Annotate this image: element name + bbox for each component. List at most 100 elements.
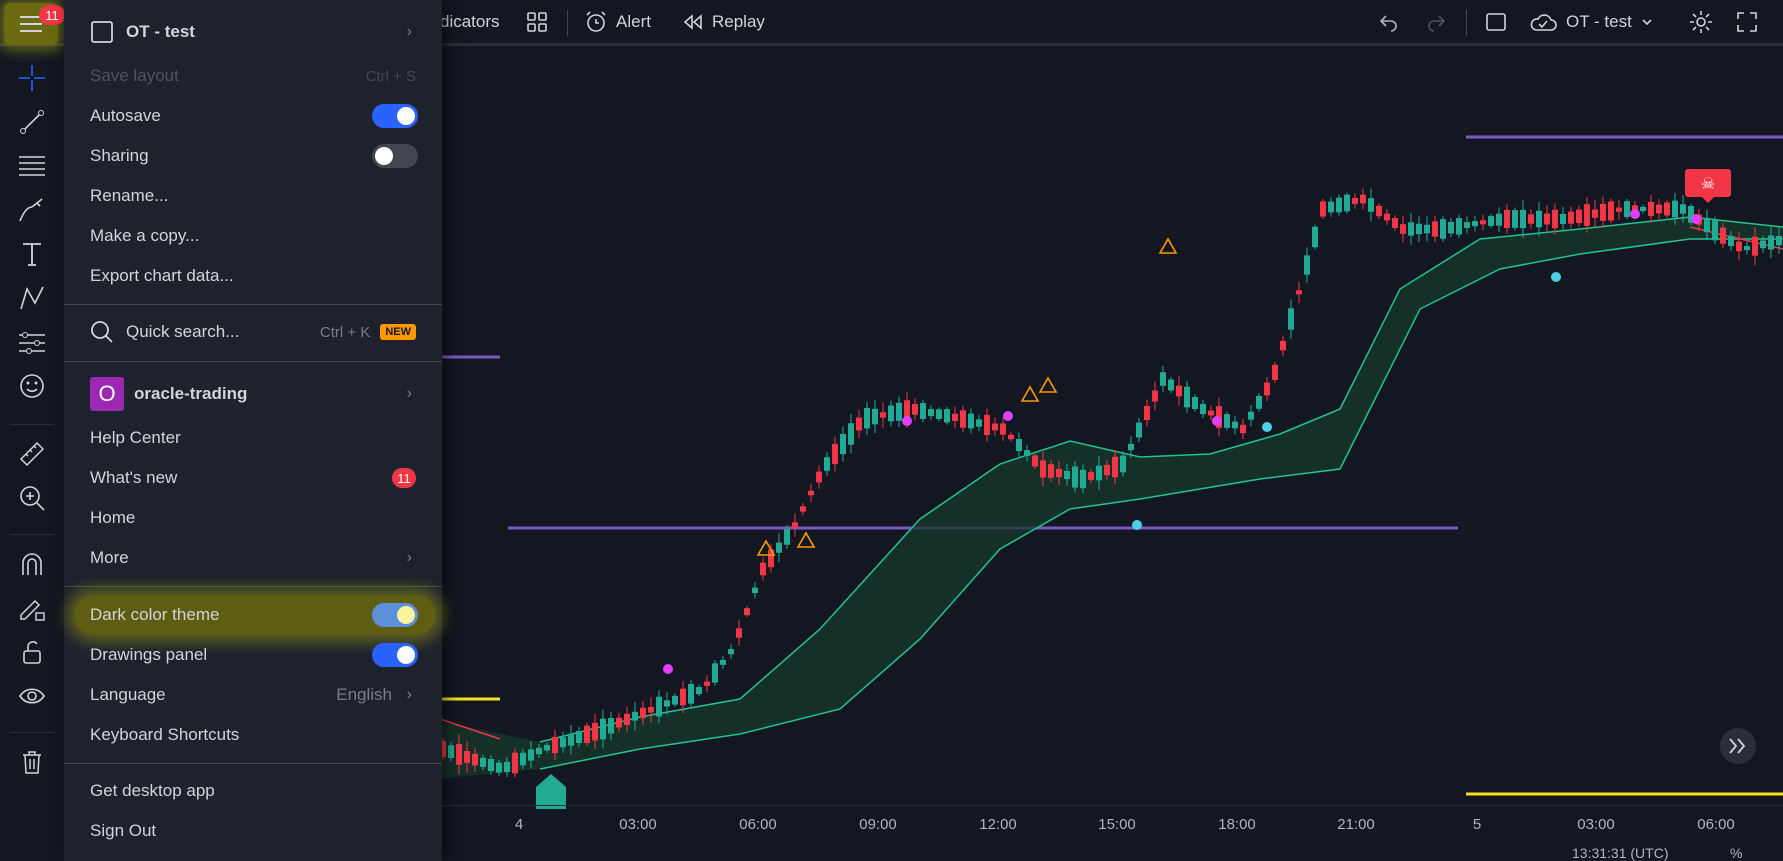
signal-dot[interactable] [1551,272,1561,282]
candle-body [448,745,454,759]
measure-tool[interactable] [14,436,50,472]
dark-theme-toggle[interactable] [372,603,418,627]
candle-body [896,402,902,421]
price-chart[interactable]: ☠ [440,49,1783,809]
fib-tool[interactable] [14,148,50,184]
menu-item-drawings-panel[interactable]: Drawings panel [64,635,442,675]
menu-item-more[interactable]: More › [64,538,442,578]
candle-body [536,747,542,755]
main-menu-button[interactable]: 11 [4,3,65,45]
text-tool[interactable] [14,236,50,272]
candle-body [664,700,670,707]
candle-body [872,408,878,425]
candle-body [1680,204,1686,214]
candle-body [672,695,678,705]
candle-body [1392,218,1398,228]
time-tick: 03:00 [1577,816,1615,833]
forecast-tool[interactable] [14,324,50,360]
signal-dot[interactable] [1003,411,1013,421]
warning-icon[interactable] [756,237,1178,556]
pencil-lock-icon [20,599,45,621]
menu-item-export[interactable]: Export chart data... [64,256,442,296]
utc-clock[interactable]: 13:31:31 (UTC) [1572,845,1669,861]
menu-item-quick-search[interactable]: Quick search... Ctrl + K NEW [64,312,442,352]
candle-body [1368,198,1374,212]
signal-dot[interactable] [1212,416,1222,426]
layout-switcher[interactable]: OT - test [1528,0,1654,44]
scroll-right-button[interactable] [1720,728,1756,764]
alert-flag-icon[interactable]: ☠ [1685,169,1731,203]
lock-all-tool[interactable] [14,634,50,670]
menu-item-keyboard-shortcuts[interactable]: Keyboard Shortcuts [64,715,442,755]
undo-button[interactable] [1378,0,1400,44]
autosave-toggle[interactable] [372,104,418,128]
layouts-grid-button[interactable] [526,0,548,44]
magnet-tool[interactable] [14,546,50,582]
candle-body [824,457,830,471]
menu-item-desktop-app[interactable]: Get desktop app [64,771,442,811]
signal-dot[interactable] [1630,209,1640,219]
menu-item-help-center[interactable]: Help Center [64,418,442,458]
candle-body [1512,210,1518,228]
workspace-avatar: O [90,377,124,411]
signal-dot[interactable] [1691,214,1701,224]
sharing-toggle[interactable] [372,144,418,168]
time-axis[interactable]: 4 03:00 06:00 09:00 12:00 15:00 18:00 21… [440,805,1783,846]
menu-item-language[interactable]: Language English › [64,675,442,715]
signal-dot[interactable] [1132,520,1142,530]
candle-body [1408,222,1414,236]
signal-dot[interactable] [663,664,673,674]
save-layout-shortcut: Ctrl + S [365,67,416,85]
sharing-label: Sharing [90,146,149,165]
signal-dot[interactable] [1262,422,1272,432]
candle-body [848,423,854,445]
indicators-button[interactable]: dicators [440,0,500,44]
menu-item-layout[interactable]: OT - test › [64,12,442,52]
menu-item-rename[interactable]: Rename... [64,176,442,216]
menu-item-workspace[interactable]: O oracle-trading › [64,374,442,414]
candle-body [1144,405,1150,421]
menu-item-home[interactable]: Home [64,498,442,538]
menu-item-make-copy[interactable]: Make a copy... [64,216,442,256]
candle-body [456,743,462,765]
buy-marker-icon[interactable] [536,774,566,809]
signal-dot[interactable] [902,416,912,426]
redo-button[interactable] [1425,0,1447,44]
candle-body [632,711,638,721]
candle-body [1496,213,1502,226]
remove-tool[interactable] [14,744,50,780]
replay-button[interactable]: Replay [682,0,765,44]
hide-tool[interactable] [14,678,50,714]
candle-body [1520,209,1526,229]
trend-line-tool[interactable] [14,104,50,140]
emoji-tool[interactable] [14,368,50,404]
drawing-toolbar [0,46,65,861]
candle-body [1560,213,1566,225]
trend-line-upper [539,216,1783,743]
alert-button[interactable]: Alert [584,0,651,44]
percent-toggle[interactable]: % [1730,845,1743,861]
drawings-panel-toggle[interactable] [372,643,418,667]
lock-drawing-tool[interactable] [14,590,50,626]
menu-item-sharing[interactable]: Sharing [64,136,442,176]
candle-body [784,529,790,545]
brush-tool[interactable] [14,192,50,228]
menu-item-sign-out[interactable]: Sign Out [64,811,442,851]
dark-theme-label: Dark color theme [90,605,220,624]
fullscreen-button[interactable] [1735,0,1759,44]
zoom-tool[interactable] [14,480,50,516]
settings-button[interactable] [1688,0,1714,44]
trend-line-icon [20,110,44,134]
candle-body [1104,464,1110,476]
fullscreen-layout-button[interactable] [1484,0,1508,44]
toolbar-divider [10,732,54,733]
menu-item-whats-new[interactable]: What's new 11 [64,458,442,498]
pattern-tool[interactable] [14,280,50,316]
crosshair-tool[interactable] [14,60,50,96]
menu-item-autosave[interactable]: Autosave [64,96,442,136]
chevrons-right-icon [1729,738,1746,754]
menu-item-save-layout[interactable]: Save layout Ctrl + S [64,56,442,96]
menu-item-dark-theme[interactable]: Dark color theme [64,595,442,635]
candle-body [1176,385,1182,397]
candle-body [1640,206,1646,212]
